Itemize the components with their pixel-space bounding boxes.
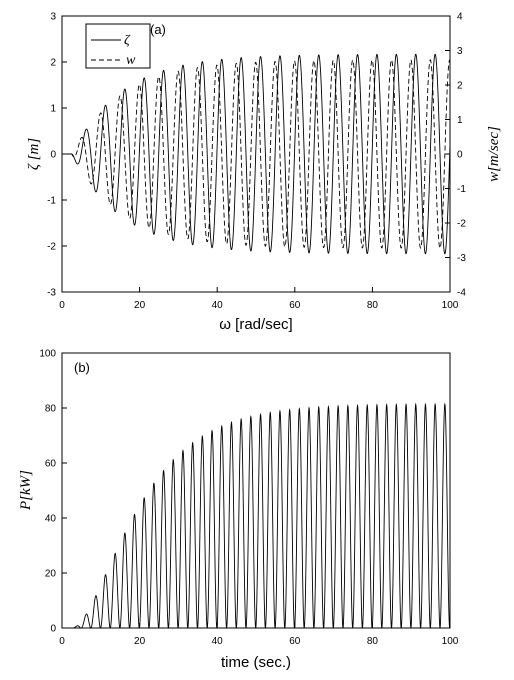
- panel-b-x-tick-label: 40: [212, 636, 224, 647]
- panel-b-x-tick-label: 60: [289, 636, 301, 647]
- panel-a-left-y-tick-label: 0: [50, 150, 56, 161]
- panel-a-left-y-tick-label: -3: [47, 288, 56, 299]
- panel-a-right-y-tick-label: -2: [457, 219, 466, 230]
- panel-a-right-y-tick-label: 2: [457, 81, 463, 92]
- panel-b-x-tick-label: 0: [59, 636, 65, 647]
- panel-a-ticks: 0 20 40 60 80 100 -3 -2 -1 0 1 2 3 -4 -3 -2 -1 0 1 2 3 4: [47, 12, 466, 312]
- panel-a-left-axis-title: ζ [m]: [26, 138, 42, 170]
- panel-b-y-tick-label: 60: [45, 459, 57, 470]
- panel-b-x-tick-label: 80: [367, 636, 379, 647]
- panel-a-right-y-tick-label: -1: [457, 184, 466, 195]
- panel-b-x-tick-label: 20: [134, 636, 146, 647]
- panel-b-y-tick-label: 80: [45, 404, 57, 415]
- panel-b-plot-frame: [61, 352, 451, 629]
- panel-b-chart: 0 20 40 60 80 100 0 20 40 60 80 100 (b) time (sec.)…: [18, 349, 459, 672]
- panel-b-y-tick-label: 20: [45, 569, 57, 580]
- panel-b-y-tick-label: 40: [45, 514, 57, 525]
- panel-a-left-y-tick-label: -1: [47, 196, 56, 207]
- legend-zeta-label: ζ: [124, 33, 131, 48]
- panel-a-x-tick-label: 60: [289, 300, 301, 311]
- panel-a-right-y-tick-label: -3: [457, 253, 466, 264]
- panel-b-ticks: 0 20 40 60 80 100 0 20 40 60 80 100: [39, 349, 458, 648]
- panel-a-legend: ζ w: [85, 23, 151, 69]
- panel-a-right-y-tick-label: 3: [457, 46, 463, 57]
- series-zeta-line: [62, 53, 450, 255]
- panel-a-x-tick-label: 0: [59, 300, 65, 311]
- panel-a-right-y-tick-label: 1: [457, 115, 463, 126]
- panel-a-left-y-tick-label: 1: [50, 104, 56, 115]
- panel-a-right-y-tick-label: -4: [457, 288, 466, 299]
- panel-a-x-tick-label: 100: [442, 300, 459, 311]
- panel-b-x-tick-label: 100: [442, 636, 459, 647]
- panel-a-label: (a): [150, 22, 166, 37]
- panel-a-series-layer: [62, 53, 450, 255]
- panel-b-x-axis-title: time (sec.): [221, 654, 291, 671]
- panel-a-left-y-tick-label: 3: [50, 12, 56, 23]
- panel-b-y-axis-title: P[kW]: [18, 470, 34, 511]
- panel-a-right-axis-title: w[m/sec]: [486, 126, 502, 182]
- panel-a-right-y-tick-label: 0: [457, 150, 463, 161]
- legend-w-label: w: [126, 53, 136, 68]
- series-w-line: [62, 59, 450, 249]
- panel-a-x-tick-label: 40: [212, 300, 224, 311]
- panel-a-right-y-tick-label: 4: [457, 12, 463, 23]
- legend-box: [85, 23, 151, 69]
- panel-b-y-tick-label: 0: [50, 624, 56, 635]
- panel-b-label: (b): [74, 360, 90, 375]
- panel-a-left-y-tick-label: 2: [50, 58, 56, 69]
- panel-a-x-tick-label: 80: [367, 300, 379, 311]
- panel-a-x-tick-label: 20: [134, 300, 146, 311]
- panel-a-x-axis-title: ω [rad/sec]: [219, 316, 292, 333]
- series-power-line: [62, 402, 450, 628]
- panel-b-y-tick-label: 100: [39, 349, 56, 360]
- panel-a-left-y-tick-label: -2: [47, 242, 56, 253]
- panel-b-series-layer: [62, 402, 450, 628]
